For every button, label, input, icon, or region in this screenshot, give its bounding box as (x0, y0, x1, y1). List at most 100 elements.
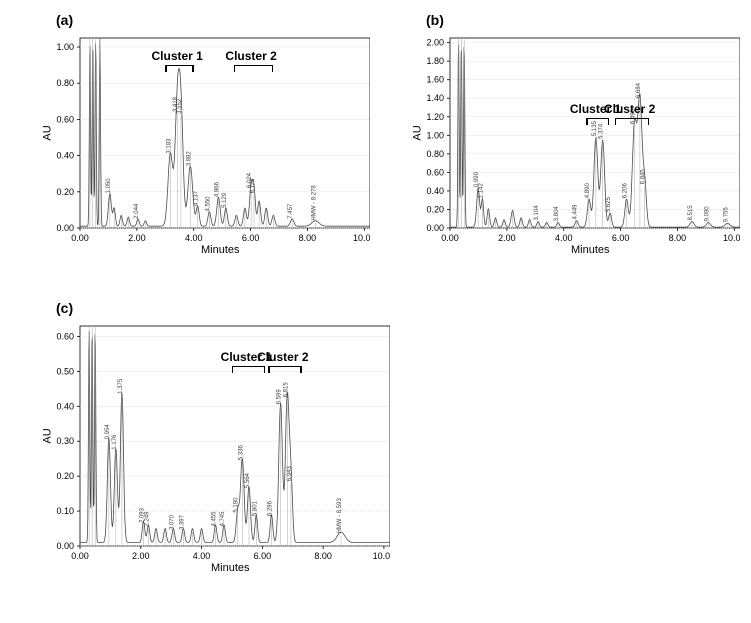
svg-text:0.80: 0.80 (56, 78, 74, 88)
svg-text:5.129: 5.129 (222, 192, 228, 208)
svg-text:6.599: 6.599 (277, 389, 283, 405)
svg-text:2.249: 2.249 (144, 511, 150, 527)
svg-text:1.176: 1.176 (112, 434, 118, 450)
svg-text:3.397: 3.397 (179, 514, 185, 530)
svg-text:5.135: 5.135 (592, 120, 598, 136)
svg-text:HMW - 8.278: HMW - 8.278 (311, 185, 317, 221)
svg-text:2.00: 2.00 (498, 233, 516, 243)
svg-text:5.625: 5.625 (606, 196, 612, 212)
svg-text:0.00: 0.00 (71, 233, 89, 243)
svg-text:4.455: 4.455 (212, 511, 218, 527)
chromatogram-b: 0.000.200.400.600.801.001.201.401.601.80… (400, 12, 740, 252)
svg-text:0.40: 0.40 (426, 186, 444, 196)
svg-text:0.00: 0.00 (441, 233, 459, 243)
svg-text:0.40: 0.40 (56, 401, 74, 411)
svg-text:0.30: 0.30 (56, 436, 74, 446)
svg-text:4.550: 4.550 (205, 196, 211, 212)
x-axis-label: Minutes (211, 562, 250, 574)
svg-text:0.80: 0.80 (426, 149, 444, 159)
svg-text:4.137: 4.137 (194, 190, 200, 206)
panel-label-c: (c) (56, 300, 73, 316)
svg-text:0.20: 0.20 (56, 471, 74, 481)
cluster-label-a-2: Cluster 2 (225, 49, 276, 63)
svg-text:6.845: 6.845 (641, 169, 647, 185)
svg-text:10.00: 10.00 (353, 233, 370, 243)
svg-text:0.50: 0.50 (56, 366, 74, 376)
svg-text:0.40: 0.40 (56, 151, 74, 161)
svg-text:4.00: 4.00 (185, 233, 203, 243)
svg-text:5.374: 5.374 (599, 123, 605, 139)
panel-b: (b)0.000.200.400.600.801.001.201.401.601… (400, 12, 740, 252)
x-axis-label: Minutes (571, 244, 610, 256)
svg-text:4.449: 4.449 (573, 204, 579, 220)
svg-text:1.050: 1.050 (106, 178, 112, 194)
svg-text:8.00: 8.00 (669, 233, 687, 243)
svg-text:4.866: 4.866 (214, 181, 220, 197)
svg-text:8.00: 8.00 (314, 551, 332, 561)
svg-text:0.60: 0.60 (56, 114, 74, 124)
svg-text:8.515: 8.515 (688, 205, 694, 221)
svg-text:1.20: 1.20 (426, 112, 444, 122)
svg-text:3.183: 3.183 (166, 138, 172, 154)
svg-text:4.00: 4.00 (193, 551, 211, 561)
svg-text:0.00: 0.00 (56, 223, 74, 233)
svg-text:3.104: 3.104 (534, 205, 540, 221)
panel-a: (a) 0.00 0.20 0.40 0.60 0.80 1.00 0.00 2.00 4.00 6… (30, 12, 370, 252)
y-axis-label: AU (412, 125, 424, 140)
svg-text:6.00: 6.00 (612, 233, 630, 243)
svg-text:7.457: 7.457 (288, 203, 294, 219)
svg-text:4.00: 4.00 (555, 233, 573, 243)
svg-text:4.745: 4.745 (220, 511, 226, 527)
svg-text:0.00: 0.00 (56, 541, 74, 551)
svg-text:0.20: 0.20 (56, 187, 74, 197)
svg-text:6.00: 6.00 (254, 551, 272, 561)
svg-text:6.124: 6.124 (250, 178, 256, 194)
svg-text:3.804: 3.804 (554, 206, 560, 222)
svg-text:6.00: 6.00 (242, 233, 260, 243)
svg-text:10.00: 10.00 (373, 551, 390, 561)
svg-text:0.00: 0.00 (71, 551, 89, 561)
svg-text:1.00: 1.00 (56, 42, 74, 52)
svg-text:2.00: 2.00 (132, 551, 150, 561)
svg-text:0.00: 0.00 (426, 223, 444, 233)
svg-text:0.10: 0.10 (56, 506, 74, 516)
cluster-label-c-2: Cluster 2 (257, 350, 308, 364)
svg-text:10.00: 10.00 (723, 233, 740, 243)
svg-text:3.552: 3.552 (177, 98, 183, 114)
svg-text:5.336: 5.336 (238, 445, 244, 461)
svg-text:1.60: 1.60 (426, 75, 444, 85)
svg-text:0.954: 0.954 (105, 424, 111, 440)
figure-page: { "global": { "xlabel": "Minutes", "ylab… (0, 0, 751, 623)
cluster-label-b-2: Cluster 2 (604, 102, 655, 116)
svg-text:0.60: 0.60 (426, 167, 444, 177)
svg-text:6.296: 6.296 (267, 500, 273, 516)
svg-text:8.00: 8.00 (299, 233, 317, 243)
svg-text:3.070: 3.070 (169, 514, 175, 530)
panel-c: (c) 0.00 0.10 0.20 0.30 0.40 0.50 0.60 0.00 2.00 4… (30, 300, 390, 585)
svg-text:9.090: 9.090 (704, 206, 710, 222)
svg-text:1.40: 1.40 (426, 93, 444, 103)
panel-label-b: (b) (426, 12, 444, 28)
svg-text:1.80: 1.80 (426, 56, 444, 66)
x-axis-label: Minutes (201, 244, 240, 256)
svg-text:5.564: 5.564 (245, 472, 251, 488)
svg-text:0.60: 0.60 (56, 331, 74, 341)
svg-text:1.142: 1.142 (478, 183, 484, 199)
svg-text:5.190: 5.190 (234, 497, 240, 513)
svg-text:5.801: 5.801 (252, 500, 258, 516)
y-axis-label: AU (42, 428, 54, 443)
svg-text:4.890: 4.890 (585, 183, 591, 199)
svg-text:6.206: 6.206 (623, 183, 629, 199)
cluster-label-a-1: Cluster 1 (152, 49, 203, 63)
svg-text:6.684: 6.684 (636, 82, 642, 98)
svg-text:HMW - 8.593: HMW - 8.593 (337, 498, 343, 534)
svg-text:3.882: 3.882 (186, 151, 192, 167)
panel-label-a: (a) (56, 12, 73, 28)
svg-text:6.943: 6.943 (287, 465, 293, 481)
svg-text:6.815: 6.815 (283, 382, 289, 398)
chromatogram-c: 0.00 0.10 0.20 0.30 0.40 0.50 0.60 0.00 2.00 4.00… (30, 300, 390, 585)
svg-text:9.755: 9.755 (723, 207, 729, 223)
svg-text:2.00: 2.00 (128, 233, 146, 243)
svg-text:1.375: 1.375 (118, 378, 124, 394)
svg-text:2.044: 2.044 (134, 203, 140, 219)
